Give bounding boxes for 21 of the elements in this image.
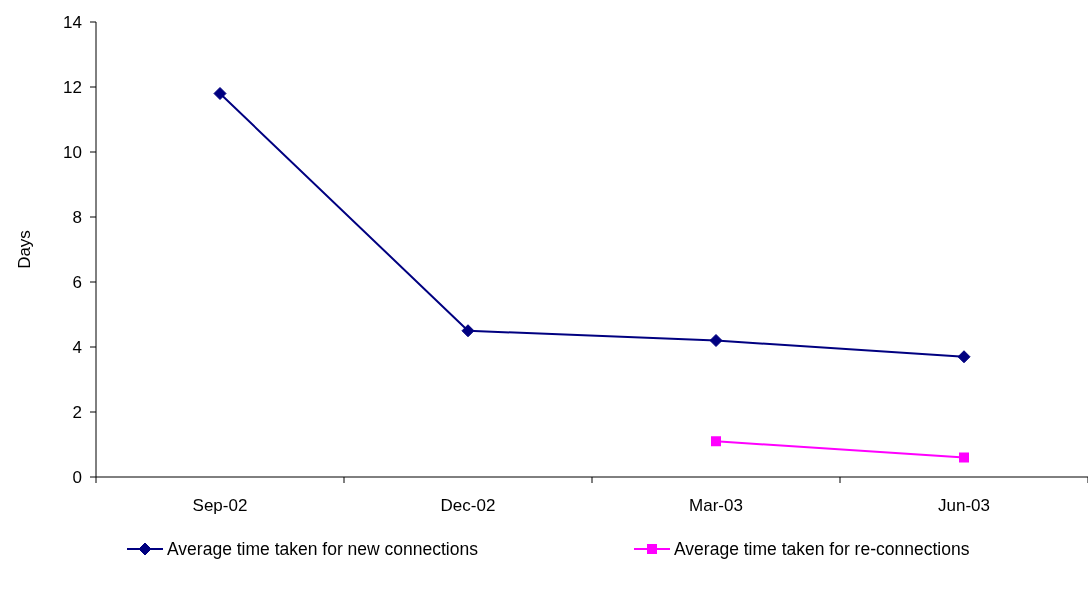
- legend-label: Average time taken for new connections: [167, 539, 479, 560]
- legend-label: Average time taken for re-connections: [674, 539, 970, 560]
- y-axis-title: Days: [15, 230, 34, 269]
- point: [711, 436, 721, 447]
- y-tick-label: 0: [72, 467, 82, 487]
- x-tick-label: Mar-03: [689, 496, 743, 515]
- y-tick-label: 14: [63, 12, 82, 32]
- x-tick-label: Jun-03: [938, 496, 990, 515]
- x-tick-label: Dec-02: [440, 496, 496, 515]
- y-tick-label: 6: [72, 272, 82, 292]
- point: [461, 324, 475, 338]
- y-tick-label: 10: [63, 142, 82, 162]
- y-tick-label: 4: [72, 337, 82, 357]
- y-tick-label: 2: [72, 402, 82, 422]
- y-tick-label: 8: [72, 207, 82, 227]
- point: [213, 87, 227, 100]
- point: [709, 334, 723, 347]
- point: [959, 452, 969, 463]
- y-tick-label: 12: [63, 77, 82, 97]
- point: [957, 350, 971, 364]
- x-tick-label: Sep-02: [192, 496, 248, 515]
